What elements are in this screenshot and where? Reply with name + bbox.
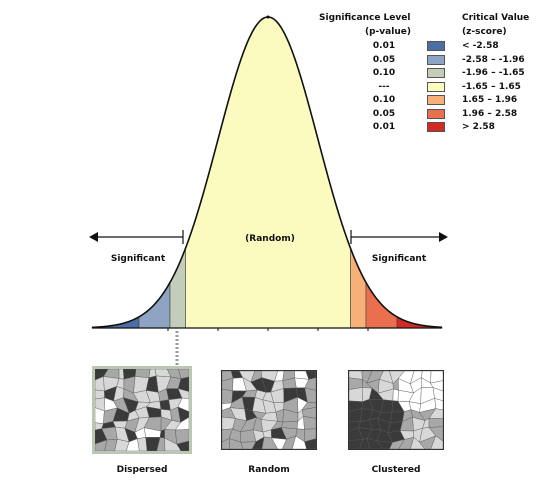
random-map-region xyxy=(221,388,233,404)
legend-swatch xyxy=(427,81,445,92)
crit-header-line2: (z-score) xyxy=(462,27,507,37)
legend-z-range: -1.65 – 1.65 xyxy=(462,81,521,92)
left-arrowhead-icon xyxy=(89,232,98,242)
legend-swatch xyxy=(427,108,445,119)
crit-header-line1: Critical Value xyxy=(462,13,530,23)
left-significant-label: Significant xyxy=(111,254,166,264)
clustered-map xyxy=(348,370,444,450)
curve-band-2 xyxy=(169,248,186,329)
dispersed-caption: Dispersed xyxy=(116,465,168,475)
legend-p-value: 0.01 xyxy=(372,122,396,132)
curve-band-4 xyxy=(350,248,367,329)
legend-z-range: > 2.58 xyxy=(462,122,495,132)
legend-swatch xyxy=(427,68,445,78)
curve-peak-marker xyxy=(266,15,270,19)
right-arrowhead-icon xyxy=(439,232,448,242)
sig-header-line1: Significance Level xyxy=(319,13,411,23)
random-caption: Random xyxy=(248,465,290,475)
legend-p-value: --- xyxy=(378,81,390,92)
legend-p-value: 0.10 xyxy=(372,68,396,78)
random-map xyxy=(221,370,317,450)
dispersed-map-frame xyxy=(92,366,192,454)
legend-p-value: 0.10 xyxy=(372,95,396,105)
random-map-region xyxy=(303,416,317,430)
clustered-map-frame xyxy=(348,370,444,450)
clustered-map-region xyxy=(348,387,364,402)
legend-swatch xyxy=(427,41,445,51)
legend-z-range: 1.65 – 1.96 xyxy=(462,95,518,105)
clustered-map-region xyxy=(392,388,399,402)
random-map-frame xyxy=(221,370,317,450)
legend-p-value: 0.05 xyxy=(372,108,396,119)
curve-band-3 xyxy=(185,16,351,329)
dispersed-map-region xyxy=(94,389,105,400)
legend-z-range: 1.96 – 2.58 xyxy=(462,108,518,119)
clustered-map-region xyxy=(428,418,444,428)
legend-p-value: 0.05 xyxy=(372,54,396,65)
legend-swatch xyxy=(427,122,445,132)
clustered-map-region xyxy=(390,411,405,423)
dispersed-map xyxy=(94,368,190,452)
legend-swatch xyxy=(427,54,445,65)
legend-z-range: -2.58 – -1.96 xyxy=(462,54,525,65)
legend-z-range: -1.96 – -1.65 xyxy=(462,68,525,78)
legend-z-range: < -2.58 xyxy=(462,41,499,51)
right-significant-label: Significant xyxy=(372,254,427,264)
center-random-label: (Random) xyxy=(245,234,295,244)
legend-swatch xyxy=(427,95,445,105)
sig-header-line2: (p-value) xyxy=(365,27,411,37)
clustered-caption: Clustered xyxy=(371,465,421,475)
legend-p-value: 0.01 xyxy=(372,41,396,51)
